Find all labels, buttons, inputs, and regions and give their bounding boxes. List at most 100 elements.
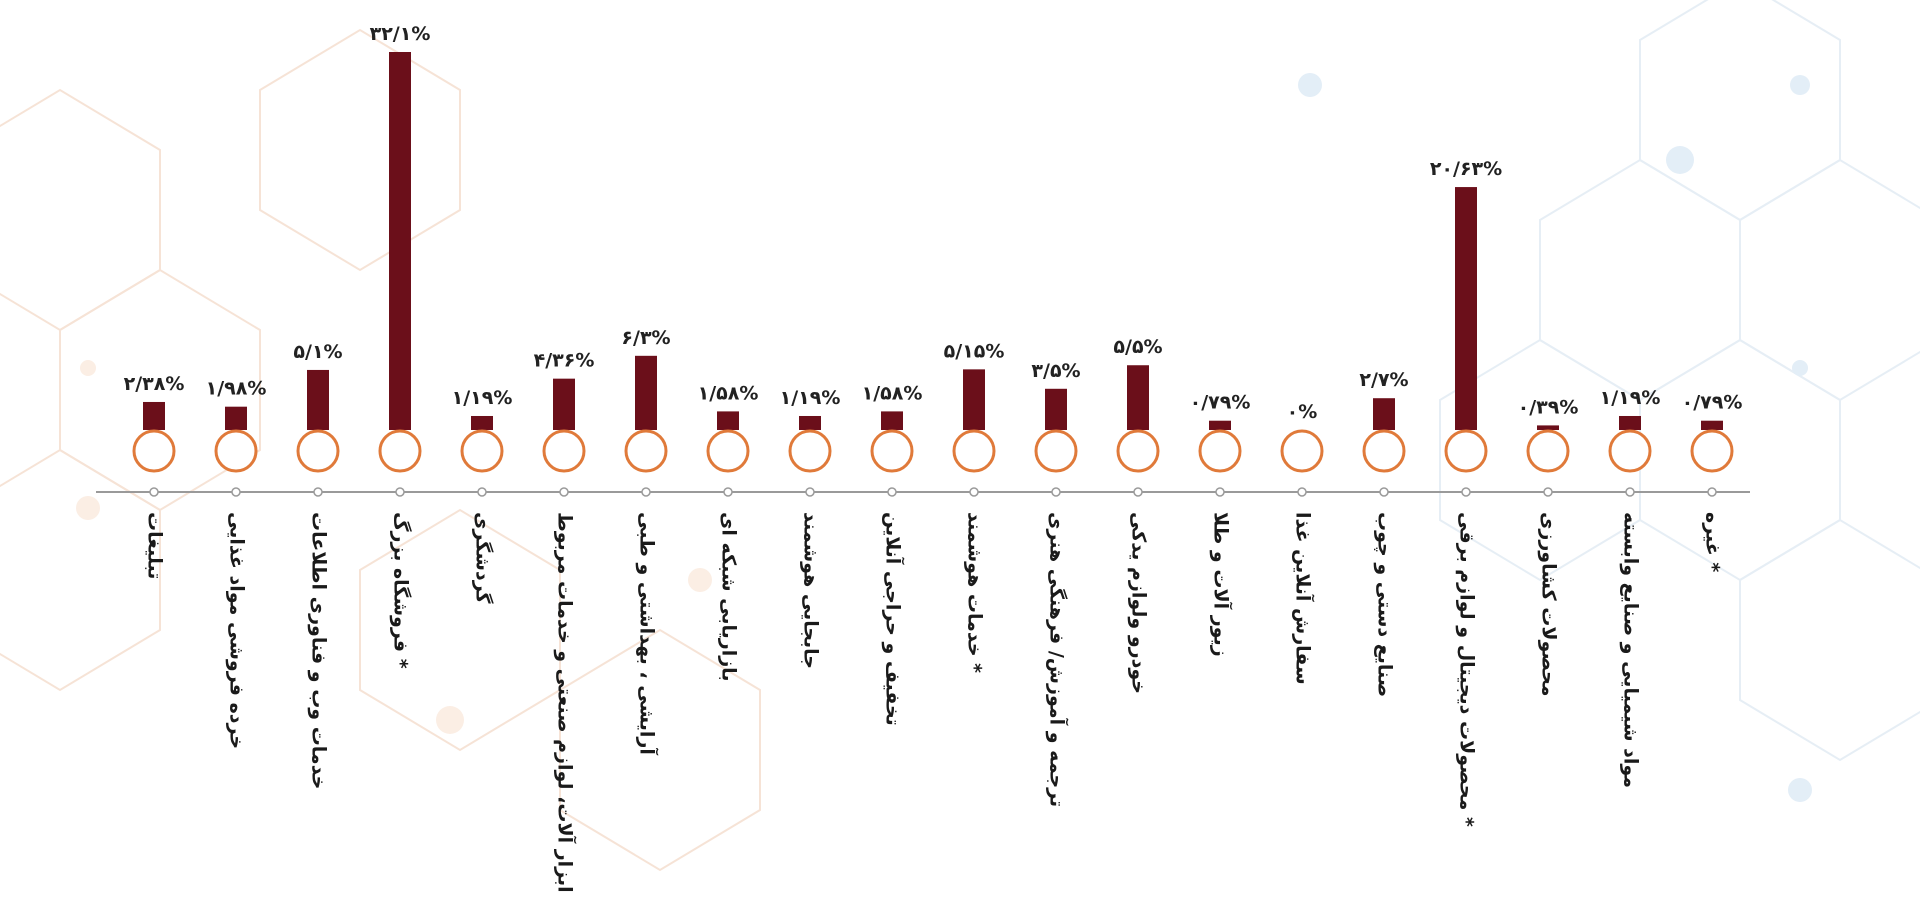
bar [717,411,739,430]
category-label: ترجمه و آموزش/ فرهنگی هنری [1046,512,1070,807]
circle-marker [1280,429,1324,473]
data-label: ۴/۳۶% [534,350,595,372]
circle-marker [1362,429,1406,473]
axis-ticks-layer [149,487,1717,497]
category-label: محصولات کشاورزی [1538,512,1560,697]
axis-tick [1707,487,1717,497]
circle-marker [460,429,504,473]
data-label: ۱/۹۸% [206,378,267,400]
bar [1455,187,1477,430]
bar [881,411,903,430]
bar [1373,398,1395,430]
circle-marker [624,429,668,473]
circle-markers-layer [132,429,1734,473]
category-label: مواد شیمیایی و صنایع وابسته [1620,512,1642,788]
axis-tick [805,487,815,497]
bar [553,378,575,430]
bar [307,369,329,430]
axis-tick [149,487,159,497]
axis-tick [723,487,733,497]
circle-marker [542,429,586,473]
category-label: فروشگاه بزرگ * [390,512,413,669]
axis-tick [477,487,487,497]
circle-marker [952,429,996,473]
bar [1537,425,1559,430]
data-label: ۲/۷% [1359,369,1408,391]
category-label: غیره * [1702,512,1724,572]
circle-marker [870,429,914,473]
axis-tick [1543,487,1553,497]
data-label: ۱/۱۹% [1600,387,1661,409]
category-label: تبلیغات [144,512,166,579]
data-label: ۰% [1287,401,1318,423]
bar [1701,420,1723,430]
bar [225,406,247,430]
category-label: صنایع دستی و چوب [1374,512,1396,697]
circle-marker [1444,429,1488,473]
category-label: تخفیف و حراجی آنلاین [882,512,906,726]
axis-tick [1133,487,1143,497]
category-label: سفارش آنلاین غذا [1292,512,1316,685]
circle-marker [132,429,176,473]
category-label: بازاریابی شبکه ای [718,512,740,681]
circle-marker [296,429,340,473]
data-label: ۵/۵% [1113,336,1162,358]
axis-tick [1625,487,1635,497]
circle-marker [1608,429,1652,473]
axis-tick [559,487,569,497]
axis-tick [1215,487,1225,497]
bars-layer [143,52,1723,430]
category-label: آرایشی ، بهداشتی و طبی [636,512,660,755]
axis-tick [231,487,241,497]
data-label: ۲۰/۶۳% [1430,158,1502,180]
data-label: ۶/۳% [621,327,670,349]
data-label: ۰/۷۹% [1682,392,1743,414]
circle-marker [706,429,750,473]
bar [1045,388,1067,430]
circle-marker [1116,429,1160,473]
circle-marker [378,429,422,473]
bar [635,355,657,430]
category-label: گردشگری [472,512,495,605]
data-label: ۳/۵% [1031,360,1080,382]
axis-tick [313,487,323,497]
circle-marker [788,429,832,473]
circle-marker [1034,429,1078,473]
bar [471,415,493,430]
bar [1619,415,1641,430]
category-label: محصولات دیجیتال و لوازم برقی * [1456,512,1478,827]
category-label: خدمات هوشمند * [964,512,986,673]
category-labels-layer: تبلیغات خرده فروشی مواد غذایی خدمات وب و ف… [144,512,1724,893]
data-label: ۲/۳۸% [124,373,185,395]
data-label: ۱/۱۹% [452,387,513,409]
axis-tick [395,487,405,497]
bar [1209,420,1231,430]
axis-tick [641,487,651,497]
category-label: جابجایی هوشمند [800,512,822,669]
data-label: ۰/۷۹% [1190,392,1251,414]
axis-tick [887,487,897,497]
data-label: ۱/۵۸% [862,382,923,404]
category-label: خرده فروشی مواد غذایی [226,512,248,749]
data-label: ۵/۱% [293,341,342,363]
axis-tick [969,487,979,497]
axis-tick [1051,487,1061,497]
category-label: ابزار آلات، لوازم صنعتی و خدمات مربوط [554,512,578,893]
data-label: ۵/۱۵% [944,340,1005,362]
category-label: زیور آلات و طلا [1210,512,1234,657]
axis-tick [1297,487,1307,497]
data-label: ۱/۱۹% [780,387,841,409]
data-labels-layer: ۲/۳۸% ۱/۹۸% ۵/۱% ۳۲/۱% ۱/۱۹% ۴/۳۶% ۶/۳% ۱/۵۸% ۱/… [124,23,1743,423]
category-label: خودرو ولوازم یدکی [1128,512,1150,694]
bar [143,401,165,430]
circle-marker [214,429,258,473]
data-label: ۱/۵۸% [698,382,759,404]
axis-tick [1461,487,1471,497]
data-label: ۰/۳۹% [1518,396,1579,418]
bar [799,415,821,430]
data-label: ۳۲/۱% [370,23,431,45]
bar [389,52,411,430]
bar [963,369,985,430]
